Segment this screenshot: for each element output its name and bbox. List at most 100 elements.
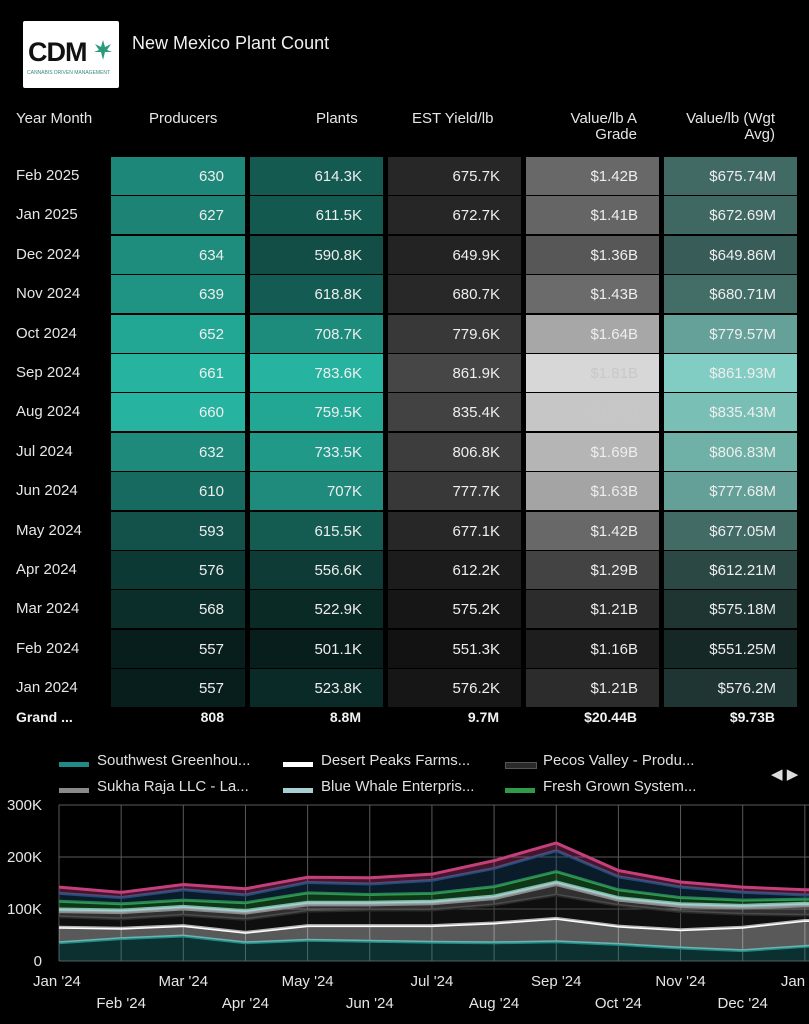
line-series-2 — [58, 893, 809, 921]
legend-item[interactable]: Blue Whale Enterpris... — [321, 778, 475, 795]
legend-nav-arrows[interactable]: ◀ ▶ — [771, 766, 799, 783]
x-tick-label: Feb '24 — [96, 995, 146, 1012]
table-cell-plants: 523.8K — [250, 669, 383, 708]
table-cell-plants: 708.7K — [250, 314, 383, 353]
legend-item[interactable]: Southwest Greenhou... — [97, 752, 251, 769]
x-tick-label: Nov '24 — [655, 973, 705, 990]
x-tick-label: Jul '24 — [410, 973, 453, 990]
logo-text: CDM — [28, 37, 87, 67]
x-tick-label: Mar '24 — [159, 973, 209, 990]
table-cell-yield: 861.9K — [388, 354, 521, 392]
x-tick-label: Sep '24 — [531, 973, 581, 990]
column-header-value-a-grade[interactable]: Value/lb A Grade — [570, 110, 637, 143]
table-cell-value-a: $1.42B — [526, 511, 659, 550]
total-producers: 808 — [200, 709, 224, 725]
table-cell-value-a: $1.75B — [526, 393, 659, 432]
cannabis-leaf-icon — [94, 40, 112, 60]
column-header-plants[interactable]: Plants — [316, 110, 358, 127]
row-label-month: Apr 2024 — [16, 561, 77, 578]
row-label-month: May 2024 — [16, 521, 82, 539]
total-value-a-grade: $20.44B — [584, 709, 637, 725]
legend-swatch — [283, 788, 313, 793]
legend-item[interactable]: Desert Peaks Farms... — [321, 752, 471, 769]
row-label-month: Oct 2024 — [16, 324, 77, 342]
stacked-area-chart: 300K 200K 100K 0 Jan '24 Feb '24 Mar '24 Apr '2… — [7, 797, 809, 1012]
table-cell-plants: 733.5K — [250, 432, 383, 471]
table-cell-producers: 634 — [111, 235, 245, 274]
table-cell-producers: 568 — [111, 590, 245, 629]
table-cell-plants: 590.8K — [250, 235, 383, 274]
area-series-0 — [59, 936, 809, 961]
line-series-5 — [58, 870, 809, 906]
column-header-value-wgt-avg[interactable]: Value/lb (Wgt Avg) — [686, 110, 775, 143]
total-label: Grand ... — [16, 709, 73, 725]
row-label-month: Aug 2024 — [16, 403, 81, 421]
row-label-month: Nov 2024 — [16, 285, 81, 303]
table-cell-producers: 627 — [111, 196, 245, 235]
legend-item[interactable]: Pecos Valley - Produ... — [543, 752, 695, 769]
y-tick-label: 300K — [7, 797, 42, 814]
table-cell-plants: 614.3K — [250, 157, 383, 195]
table-cell-value-wgt: $649.86M — [664, 235, 797, 274]
table-cell-value-a: $1.16B — [526, 629, 659, 668]
table-cell-plants: 556.6K — [250, 551, 383, 589]
table-cell-producers: 639 — [111, 275, 245, 314]
table-cell-producers: 652 — [111, 314, 245, 353]
row-label-month: Dec 2024 — [16, 245, 81, 263]
x-tick-label: May '24 — [282, 973, 334, 990]
x-tick-label: Dec '24 — [717, 995, 767, 1012]
line-series-7 — [58, 841, 809, 894]
table-cell-yield: 677.1K — [388, 511, 521, 550]
table-cell-value-wgt: $680.71M — [664, 275, 797, 314]
table-cell-value-a: $1.43B — [526, 275, 659, 314]
table-cell-plants: 615.5K — [250, 511, 383, 550]
table-cell-yield: 576.2K — [388, 669, 521, 708]
table-cell-value-a: $1.21B — [526, 669, 659, 708]
area-series-5 — [59, 871, 809, 911]
table-cell-value-wgt: $576.2M — [664, 669, 797, 708]
table-cell-yield: 806.8K — [388, 432, 521, 471]
y-tick-label: 200K — [7, 849, 42, 866]
line-series-4 — [58, 880, 809, 913]
column-header-producers[interactable]: Producers — [149, 110, 218, 127]
table-cell-yield: 779.6K — [388, 314, 521, 353]
table-cell-yield: 675.7K — [388, 157, 521, 195]
legend-swatch — [283, 762, 313, 767]
column-header-est-yield[interactable]: EST Yield/lb — [412, 110, 494, 127]
table-cell-plants: 522.9K — [250, 590, 383, 629]
table-cell-value-a: $1.41B — [526, 196, 659, 235]
x-tick-label: Jun '24 — [346, 995, 394, 1012]
row-label-month: Jul 2024 — [16, 442, 73, 460]
table-cell-value-wgt: $575.18M — [664, 590, 797, 629]
row-label-month: Jan 2025 — [16, 206, 78, 224]
area-series-2 — [59, 894, 809, 933]
table-cell-value-wgt: $835.43M — [664, 393, 797, 432]
x-tick-label: Jan '25 — [781, 973, 809, 990]
table-cell-value-a: $1.64B — [526, 314, 659, 353]
table-cell-value-wgt: $612.21M — [664, 551, 797, 589]
line-series-0 — [58, 934, 809, 953]
table-cell-yield: 649.9K — [388, 235, 521, 274]
logo-subtext: CANNABIS DRIVEN MANAGEMENT — [27, 70, 111, 76]
logo: CDM CANNABIS DRIVEN MANAGEMENT — [23, 21, 119, 88]
row-label-month: Jun 2024 — [16, 482, 78, 500]
table-cell-value-a: $1.63B — [526, 472, 659, 511]
legend-swatch — [505, 788, 535, 793]
table-cell-plants: 759.5K — [250, 393, 383, 432]
table-cell-value-a: $1.36B — [526, 235, 659, 274]
legend-swatch — [505, 762, 537, 769]
legend-item[interactable]: Fresh Grown System... — [543, 778, 697, 795]
total-value-wgt-avg: $9.73B — [729, 709, 775, 725]
table-cell-plants: 501.1K — [250, 629, 383, 668]
table-cell-producers: 557 — [111, 669, 245, 708]
legend-item[interactable]: Sukha Raja LLC - La... — [97, 778, 249, 795]
row-label-month: Feb 2025 — [16, 167, 80, 184]
x-tick-label: Oct '24 — [595, 995, 642, 1012]
table-cell-yield: 672.7K — [388, 196, 521, 235]
area-series-3 — [59, 884, 809, 920]
y-tick-label: 100K — [7, 901, 42, 918]
table-cell-value-wgt: $677.05M — [664, 511, 797, 550]
column-header-year-month[interactable]: Year Month — [16, 110, 93, 127]
line-series-1 — [58, 916, 809, 934]
table-cell-value-wgt: $861.93M — [664, 354, 797, 392]
